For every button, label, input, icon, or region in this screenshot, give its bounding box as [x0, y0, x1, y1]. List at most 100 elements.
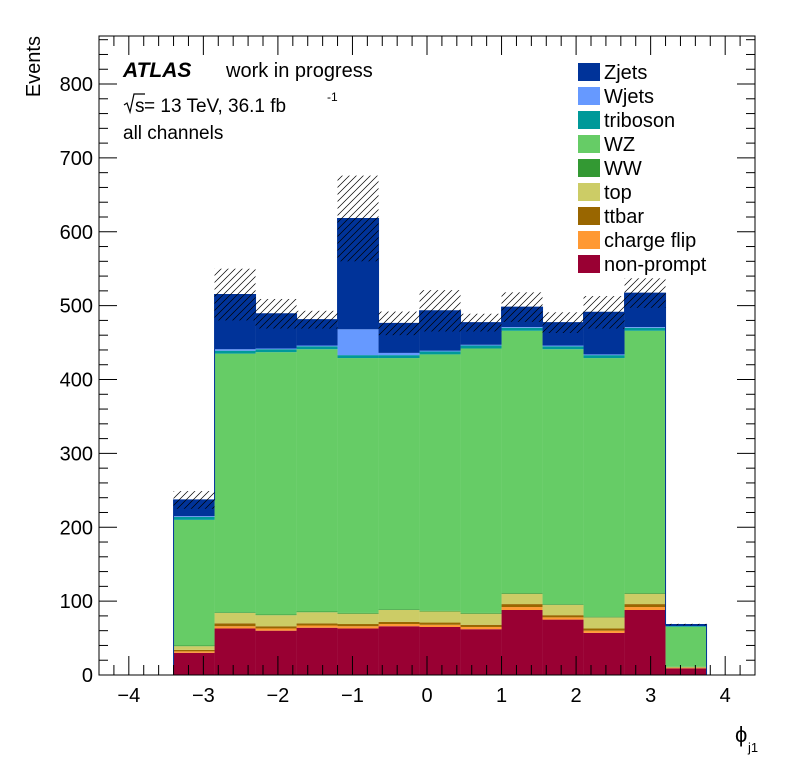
atlas-status-label: work in progress [225, 60, 373, 82]
bar-ttbar-bin-6 [419, 622, 461, 625]
bar-wz-bin-5 [378, 358, 420, 610]
bar-charge-flip-bin-11 [624, 607, 666, 610]
uncertainty-bin-0 [173, 491, 215, 509]
x-tick-label: −4 [117, 685, 140, 707]
bar-triboson-bin-4 [337, 355, 379, 359]
axes: 0 100 200 300 400 500 600 700 800 −4 −3 −2 −1 0 1 2 3 4 [60, 36, 756, 707]
bar-triboson-bin-3 [296, 346, 338, 350]
bar-charge-flip-bin-1 [214, 626, 256, 629]
bar-top-bin-11 [624, 593, 666, 605]
uncertainty-bin-11 [624, 278, 666, 308]
x-tick-label: 3 [645, 685, 656, 707]
legend-swatch [578, 255, 600, 273]
legend-label: WZ [604, 134, 635, 156]
bar-wjets-bin-5 [378, 352, 420, 356]
bar-top-bin-2 [255, 615, 297, 627]
uncertainty-hatch [173, 175, 707, 626]
bar-triboson-bin-5 [378, 355, 420, 359]
y-tick-label: 500 [60, 296, 93, 318]
bar-wjets-bin-9 [542, 345, 584, 347]
bar-non-prompt-bin-8 [501, 609, 543, 675]
bar-non-prompt-bin-4 [337, 628, 379, 675]
legend-label: ttbar [604, 206, 644, 228]
uncertainty-bin-9 [542, 312, 584, 333]
bar-ttbar-bin-5 [378, 621, 420, 625]
bar-wz-bin-11 [624, 330, 666, 594]
bar-triboson-bin-7 [460, 345, 502, 349]
bar-wz-bin-10 [583, 358, 625, 617]
bar-wjets-bin-11 [624, 327, 666, 328]
bar-top-bin-1 [214, 612, 256, 624]
legend-swatch [578, 159, 600, 177]
bar-ttbar-bin-2 [255, 626, 297, 629]
legend-label: charge flip [604, 230, 696, 252]
bar-ww-bin-9 [542, 604, 584, 605]
bar-ttbar-bin-1 [214, 623, 256, 627]
bar-charge-flip-bin-6 [419, 624, 461, 627]
bar-wz-bin-2 [255, 352, 297, 615]
bar-wz-bin-6 [419, 354, 461, 611]
legend-swatch [578, 87, 600, 105]
y-tick-label: 300 [60, 443, 93, 465]
bar-ww-bin-5 [378, 609, 420, 610]
legend-swatch [578, 231, 600, 249]
bar-ttbar-bin-7 [460, 624, 502, 627]
x-axis-subscript: j1 [747, 740, 758, 755]
legend-swatch [578, 183, 600, 201]
x-tick-label: −1 [341, 685, 364, 707]
bar-top-bin-12 [665, 666, 707, 668]
bar-ww-bin-3 [296, 611, 338, 613]
y-tick-label: 800 [60, 74, 93, 96]
bar-non-prompt-bin-11 [624, 609, 666, 675]
bar-ww-bin-8 [501, 593, 543, 594]
sqrt-sign [123, 93, 145, 115]
x-tick-label: 0 [421, 685, 432, 707]
uncertainty-bin-12 [665, 623, 707, 626]
bar-ttbar-bin-10 [583, 628, 625, 631]
bar-wz-bin-7 [460, 348, 502, 613]
uncertainty-bin-5 [378, 311, 420, 336]
bar-wjets-bin-0 [173, 516, 215, 517]
x-tick-label: 1 [496, 685, 507, 707]
y-axis-label: Events [23, 36, 45, 97]
bar-non-prompt-bin-1 [214, 628, 256, 675]
y-tick-label: 400 [60, 370, 93, 392]
bar-ww-bin-10 [583, 616, 625, 618]
bar-wjets-bin-7 [460, 344, 502, 346]
bar-non-prompt-bin-5 [378, 626, 420, 675]
bar-ttbar-bin-9 [542, 615, 584, 618]
uncertainty-bin-3 [296, 310, 338, 329]
bar-charge-flip-bin-3 [296, 625, 338, 628]
bar-triboson-bin-6 [419, 351, 461, 355]
atlas-experiment-label: ATLAS [122, 59, 191, 82]
bar-charge-flip-bin-8 [501, 607, 543, 610]
uncertainty-bin-2 [255, 298, 297, 329]
bar-charge-flip-bin-0 [173, 651, 215, 653]
bar-wz-bin-12 [665, 626, 707, 667]
bar-top-bin-6 [419, 611, 461, 623]
bar-charge-flip-bin-4 [337, 626, 379, 629]
bar-wjets-bin-2 [255, 348, 297, 350]
bar-wz-bin-3 [296, 349, 338, 612]
bar-ww-bin-7 [460, 612, 502, 614]
bar-non-prompt-bin-2 [255, 630, 297, 675]
legend-label: Zjets [604, 62, 647, 84]
channel-label: all channels [123, 123, 223, 144]
bar-wz-bin-4 [337, 358, 379, 613]
y-tick-label: 600 [60, 222, 93, 244]
bar-wz-bin-8 [501, 330, 543, 594]
bar-wz-bin-0 [173, 519, 215, 646]
energy-prefix: s [135, 96, 145, 117]
bar-triboson-bin-11 [624, 327, 666, 331]
uncertainty-bin-6 [419, 290, 461, 332]
bar-ww-bin-11 [624, 593, 666, 594]
atlas-label: ATLAS work in progress s = 13 TeV, 36.1 … [122, 59, 373, 144]
legend-swatch [578, 207, 600, 225]
bar-triboson-bin-0 [173, 516, 215, 520]
lumi-exponent: -1 [327, 90, 338, 104]
bar-top-bin-9 [542, 604, 584, 616]
bar-non-prompt-bin-10 [583, 632, 625, 675]
x-tick-label: 4 [720, 685, 731, 707]
uncertainty-bin-4 [337, 175, 379, 262]
